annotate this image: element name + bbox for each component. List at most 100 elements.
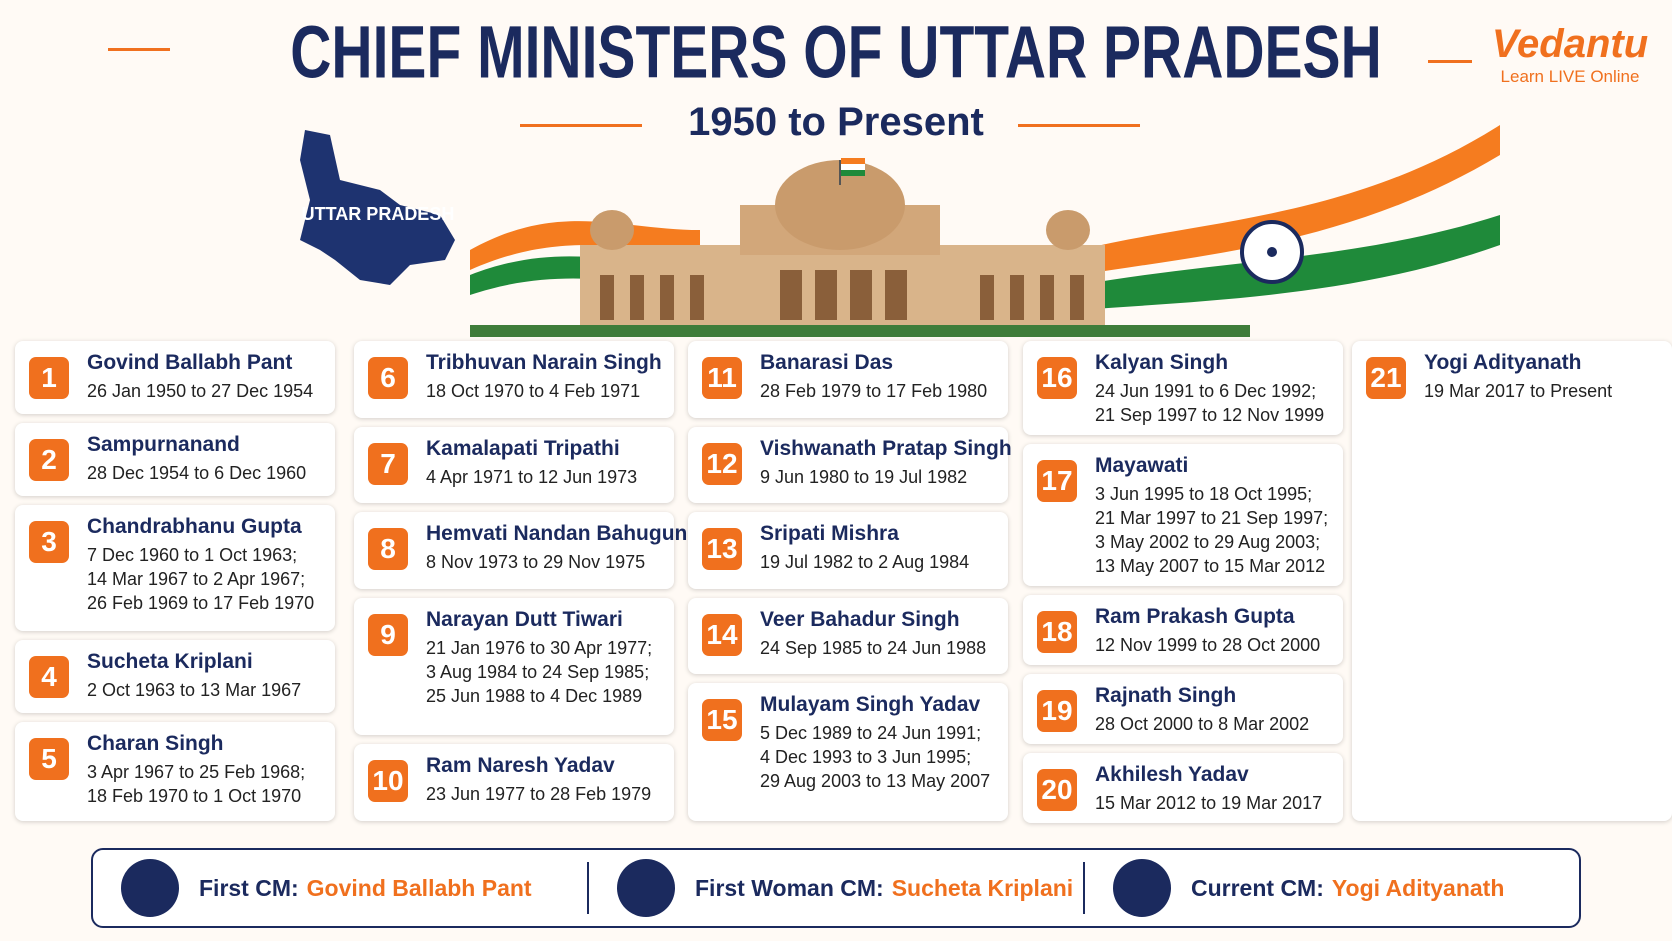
cm-info: Ram Prakash Gupta 12 Nov 1999 to 28 Oct 2…	[1095, 605, 1320, 657]
cm-term: 4 Dec 1993 to 3 Jun 1995;	[760, 747, 972, 768]
footer-icon	[121, 859, 179, 917]
cm-card: 5 Charan Singh 3 Apr 1967 to 25 Feb 1968; 1…	[15, 721, 335, 821]
cm-number: 4	[29, 655, 69, 698]
cm-info: Veer Bahadur Singh 24 Sep 1985 to 24 Jun …	[760, 608, 986, 660]
cm-card: 7 Kamalapati Tripathi 4 Apr 1971 to 12 Jun…	[354, 426, 674, 504]
rule	[108, 48, 170, 51]
cm-name: Kalyan Singh	[1095, 351, 1229, 374]
brand-tagline: Learn LIVE Online	[1500, 67, 1640, 86]
rule	[1428, 60, 1472, 63]
cm-number: 3	[29, 520, 69, 563]
cm-name: Vishwanath Pratap Singh	[760, 436, 1012, 460]
cm-name: Chandrabhanu Gupta	[87, 514, 302, 538]
footer-item: First Woman CM: Sucheta Kriplani	[587, 859, 1083, 917]
cm-number: 12	[702, 442, 742, 485]
cm-term: 29 Aug 2003 to 13 May 2007	[760, 771, 991, 792]
hedge	[470, 325, 1250, 337]
cm-info: Kalyan Singh 24 Jun 1991 to 6 Dec 1992; 21…	[1095, 351, 1324, 427]
cm-term: 3 Apr 1967 to 25 Feb 1968;	[87, 761, 306, 782]
cm-name: Kamalapati Tripathi	[426, 436, 620, 460]
cm-term: 25 Jun 1988 to 4 Dec 1989	[426, 685, 643, 706]
cm-number: 2	[29, 438, 69, 481]
cm-card: 3 Chandrabhanu Gupta 7 Dec 1960 to 1 Oct 1…	[15, 504, 335, 631]
cm-number: 15	[702, 699, 742, 742]
cm-name: Banarasi Das	[760, 351, 894, 374]
footer-icon	[617, 859, 675, 917]
cm-card: 1 Govind Ballabh Pant 26 Jan 1950 to 27 De…	[15, 341, 335, 414]
cm-info: Sucheta Kriplani 2 Oct 1963 to 13 Mar 196…	[87, 650, 301, 702]
cm-card: 15 Mulayam Singh Yadav 5 Dec 1989 to 24 Ju…	[688, 683, 1008, 822]
cm-info: Govind Ballabh Pant 26 Jan 1950 to 27 Dec…	[87, 351, 313, 403]
cm-name: Yogi Adityanath	[1424, 351, 1582, 374]
cm-info: Hemvati Nandan Bahuguna 8 Nov 1973 to 29 …	[426, 522, 699, 574]
chakra-hub	[1267, 247, 1277, 257]
cm-info: Yogi Adityanath 19 Mar 2017 to Present	[1424, 351, 1612, 403]
cm-term: 2 Oct 1963 to 13 Mar 1967	[87, 679, 302, 700]
cm-name: Sucheta Kriplani	[87, 649, 253, 673]
cm-name: Akhilesh Yadav	[1095, 763, 1249, 786]
cm-card: 2 Sampurnanand 28 Dec 1954 to 6 Dec 1960	[15, 422, 335, 496]
cm-term: 26 Feb 1969 to 17 Feb 1970	[87, 592, 315, 613]
cm-card: 14 Veer Bahadur Singh 24 Sep 1985 to 24 Ju…	[688, 597, 1008, 675]
cm-info: Akhilesh Yadav 15 Mar 2012 to 19 Mar 2017	[1095, 763, 1322, 815]
cm-term: 7 Dec 1960 to 1 Oct 1963;	[87, 544, 298, 565]
cm-name: Narayan Dutt Tiwari	[426, 607, 623, 631]
cm-term: 12 Nov 1999 to 28 Oct 2000	[1095, 635, 1321, 655]
footer-value: Yogi Adityanath	[1331, 874, 1505, 901]
cm-card: 13 Sripati Mishra 19 Jul 1982 to 2 Aug 198…	[688, 512, 1008, 589]
cm-term: 3 Jun 1995 to 18 Oct 1995;	[1095, 484, 1313, 504]
cm-name: Mayawati	[1095, 454, 1189, 477]
dome	[1046, 210, 1090, 250]
cm-card: 12 Vishwanath Pratap Singh 9 Jun 1980 to 1…	[688, 426, 1012, 504]
cm-term: 18 Feb 1970 to 1 Oct 1970	[87, 785, 302, 806]
cm-term: 5 Dec 1989 to 24 Jun 1991;	[760, 723, 982, 744]
cm-term: 23 Jun 1977 to 28 Feb 1979	[426, 784, 652, 805]
cm-info: Sampurnanand 28 Dec 1954 to 6 Dec 1960	[87, 433, 306, 485]
column: 1 Govind Ballabh Pant 26 Jan 1950 to 27 De…	[15, 341, 335, 821]
arches	[600, 270, 1084, 320]
footer-item: First CM: Govind Ballabh Pant	[93, 850, 587, 926]
cm-info: Mayawati 3 Jun 1995 to 18 Oct 1995; 21 Mar…	[1095, 454, 1328, 578]
cm-number: 10	[368, 760, 408, 803]
cm-name: Ram Prakash Gupta	[1095, 605, 1295, 628]
cm-info: Banarasi Das 28 Feb 1979 to 17 Feb 1980	[760, 351, 987, 403]
title: CHIEF MINISTERS OF UTTAR PRADESH	[290, 11, 1382, 95]
footer-label: First CM:	[199, 874, 299, 901]
subtitle: 1950 to Present	[688, 100, 984, 144]
footer-label: Current CM:	[1191, 874, 1324, 901]
cm-number: 18	[1037, 611, 1077, 653]
column: 11 Banarasi Das 28 Feb 1979 to 17 Feb 1980…	[688, 341, 1012, 822]
footer-value: Govind Ballabh Pant	[306, 874, 532, 901]
footer-item: Current CM: Yogi Adityanath	[1083, 859, 1579, 917]
cm-card: 11 Banarasi Das 28 Feb 1979 to 17 Feb 1980	[688, 341, 1008, 418]
cm-info: Mulayam Singh Yadav 5 Dec 1989 to 24 Jun …	[760, 693, 990, 793]
cm-number: 21	[1366, 357, 1406, 399]
cm-term: 28 Feb 1979 to 17 Feb 1980	[760, 381, 988, 401]
map-label: UTTAR PRADESH	[302, 204, 455, 224]
cm-info: Ram Naresh Yadav 23 Jun 1977 to 28 Feb 19…	[426, 754, 651, 806]
cm-number: 7	[368, 442, 408, 485]
cm-number: 11	[702, 357, 742, 399]
cm-card: 8 Hemvati Nandan Bahuguna 8 Nov 1973 to 29…	[354, 512, 699, 589]
dome	[590, 210, 634, 250]
cm-card: 17 Mayawati 3 Jun 1995 to 18 Oct 1995; 21 M…	[1023, 444, 1343, 586]
cm-card: 6 Tribhuvan Narain Singh 18 Oct 1970 to 4 …	[354, 341, 674, 418]
footer: First CM: Govind Ballabh Pant First Woman …	[91, 848, 1581, 928]
cm-name: Tribhuvan Narain Singh	[426, 351, 662, 374]
cm-term: 9 Jun 1980 to 19 Jul 1982	[760, 466, 968, 487]
cm-term: 3 May 2002 to 29 Aug 2003;	[1095, 532, 1321, 552]
cm-number: 16	[1037, 357, 1077, 399]
cm-number: 19	[1037, 690, 1077, 732]
dome	[775, 160, 905, 250]
cm-info: Chandrabhanu Gupta 7 Dec 1960 to 1 Oct 19…	[87, 515, 314, 615]
cm-name: Sripati Mishra	[760, 522, 899, 546]
cm-term: 19 Mar 2017 to Present	[1424, 381, 1613, 401]
flag	[841, 164, 865, 170]
cm-name: Rajnath Singh	[1095, 684, 1237, 707]
cm-term: 21 Jan 1976 to 30 Apr 1977;	[426, 637, 653, 658]
cm-card: 21 Yogi Adityanath 19 Mar 2017 to Present	[1352, 341, 1672, 821]
rule	[1018, 124, 1140, 127]
cm-info: Charan Singh 3 Apr 1967 to 25 Feb 1968; 18…	[87, 732, 305, 808]
cm-number: 1	[29, 357, 69, 399]
